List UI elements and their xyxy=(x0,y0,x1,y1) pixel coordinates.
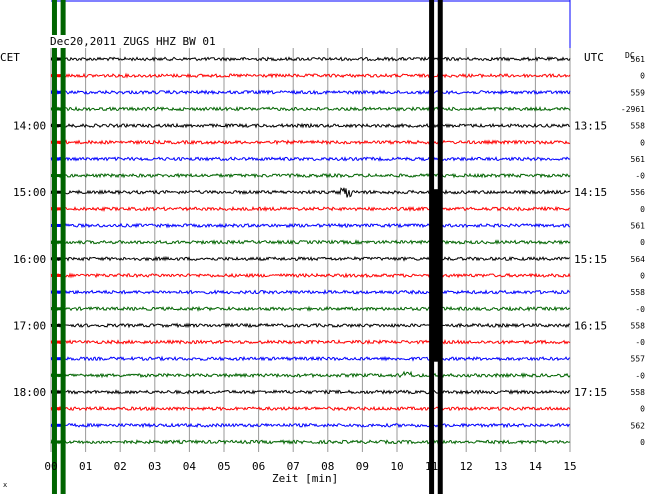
trace-row-8 xyxy=(50,187,571,198)
trace-row-10 xyxy=(50,222,571,229)
dc-offset-18: 557 xyxy=(631,355,646,364)
x-tick-label-02: 02 xyxy=(114,460,127,473)
event-marker-1 xyxy=(60,0,66,494)
trace-row-12 xyxy=(50,255,571,262)
trace-row-16 xyxy=(50,322,571,329)
trace-row-23 xyxy=(50,438,571,446)
dc-offset-3: -2961 xyxy=(621,105,645,114)
chart-title: Dec20,2011 ZUGS HHZ BW 01 xyxy=(50,35,216,48)
trace-row-11 xyxy=(50,239,571,246)
event-markers xyxy=(51,0,443,494)
x-tick-label-10: 10 xyxy=(390,460,403,473)
right-time-17:15: 17:15 xyxy=(574,386,607,399)
trace-row-9 xyxy=(50,205,571,212)
dc-offset-2: 559 xyxy=(631,88,646,97)
dc-offset-9: 0 xyxy=(640,205,645,214)
right-time-16:15: 16:15 xyxy=(574,319,607,332)
right-time-15:15: 15:15 xyxy=(574,253,607,266)
trace-row-5 xyxy=(50,139,571,146)
x-tick-label-04: 04 xyxy=(183,460,197,473)
trace-row-14 xyxy=(50,288,571,295)
dc-offset-7: -0 xyxy=(635,172,645,181)
dc-offset-4: 558 xyxy=(631,122,646,131)
dc-offset-11: 0 xyxy=(640,238,645,247)
right-time-14:15: 14:15 xyxy=(574,186,607,199)
trace-row-4 xyxy=(50,122,570,129)
x-tick-labels: 00 01 02 03 04 05 06 07 08 09 10 11 12 13 14 15 xyxy=(44,460,576,473)
x-tick-label-12: 12 xyxy=(460,460,473,473)
trace-row-6 xyxy=(50,155,571,162)
x-tick-label-00: 00 xyxy=(44,460,57,473)
x-tick-label-13: 13 xyxy=(494,460,507,473)
x-axis-label: Zeit [min] xyxy=(272,472,338,485)
right-timezone-label: UTC xyxy=(584,51,604,64)
trace-row-22 xyxy=(50,422,571,429)
dc-offset-19: -0 xyxy=(635,371,645,380)
x-tick-label-07: 07 xyxy=(287,460,300,473)
x-tick-label-15: 15 xyxy=(563,460,576,473)
x-tick-label-11: 11 xyxy=(425,460,438,473)
trace-row-3 xyxy=(50,105,571,112)
dc-offset-15: -0 xyxy=(635,305,645,314)
trace-row-2 xyxy=(50,89,571,96)
left-time-17:00: 17:00 xyxy=(13,319,46,332)
trace-row-15 xyxy=(50,305,571,312)
dc-offset-1: 0 xyxy=(640,72,645,81)
trace-row-19 xyxy=(50,370,571,379)
x-tick-label-09: 09 xyxy=(356,460,369,473)
trace-row-21 xyxy=(50,405,571,412)
left-timezone-label: CET xyxy=(0,51,20,64)
x-tick-label-01: 01 xyxy=(79,460,92,473)
dc-offset-17: -0 xyxy=(635,338,645,347)
trace-row-18 xyxy=(50,355,571,362)
dc-offset-14: 558 xyxy=(631,288,646,297)
trace-row-1 xyxy=(50,72,571,79)
left-time-15:00: 15:00 xyxy=(13,186,46,199)
chart-labels: Dec20,2011 ZUGS HHZ BW 01 CET UTC DC Zei… xyxy=(0,35,635,489)
dc-offset-0: 561 xyxy=(631,55,646,64)
dc-offset-23: 0 xyxy=(640,438,645,447)
trace-row-13 xyxy=(50,272,571,279)
trace-row-20 xyxy=(50,389,571,395)
dc-offset-20: 558 xyxy=(631,388,646,397)
dc-offset-16: 558 xyxy=(631,321,646,330)
dc-offset-10: 561 xyxy=(631,222,646,231)
left-time-16:00: 16:00 xyxy=(13,253,46,266)
dc-offset-13: 0 xyxy=(640,271,645,280)
dc-offset-header: DC xyxy=(625,51,635,60)
event-signal-band xyxy=(431,189,441,362)
dc-offset-6: 561 xyxy=(631,155,646,164)
x-tick-label-06: 06 xyxy=(252,460,265,473)
seismic-traces xyxy=(50,56,571,446)
right-time-13:15: 13:15 xyxy=(574,120,607,133)
dc-offset-22: 562 xyxy=(631,421,646,430)
dc-offset-8: 556 xyxy=(631,188,646,197)
title-background xyxy=(49,35,217,48)
dc-offset-12: 564 xyxy=(631,255,646,264)
dc-offset-5: 0 xyxy=(640,138,645,147)
event-marker-0 xyxy=(51,0,57,494)
x-tick-label-08: 08 xyxy=(321,460,334,473)
trace-row-7 xyxy=(50,172,571,179)
time-labels: 14:00 15:00 16:00 17:00 18:00 13:15 14:15 15:15… xyxy=(13,120,607,399)
x-tick-label-14: 14 xyxy=(529,460,543,473)
x-tick-label-03: 03 xyxy=(148,460,161,473)
dc-offset-21: 0 xyxy=(640,405,645,414)
trace-row-17 xyxy=(50,338,571,345)
left-time-18:00: 18:00 xyxy=(13,386,46,399)
left-time-14:00: 14:00 xyxy=(13,120,46,133)
x-tick-label-05: 05 xyxy=(217,460,230,473)
corner-mark: x xyxy=(3,481,7,489)
trace-row-0 xyxy=(50,56,571,62)
dc-offset-column: 561 0 559 -2961 558 0 561 -0 556 0 561 0 564 0 558 -0 55… xyxy=(621,55,645,447)
